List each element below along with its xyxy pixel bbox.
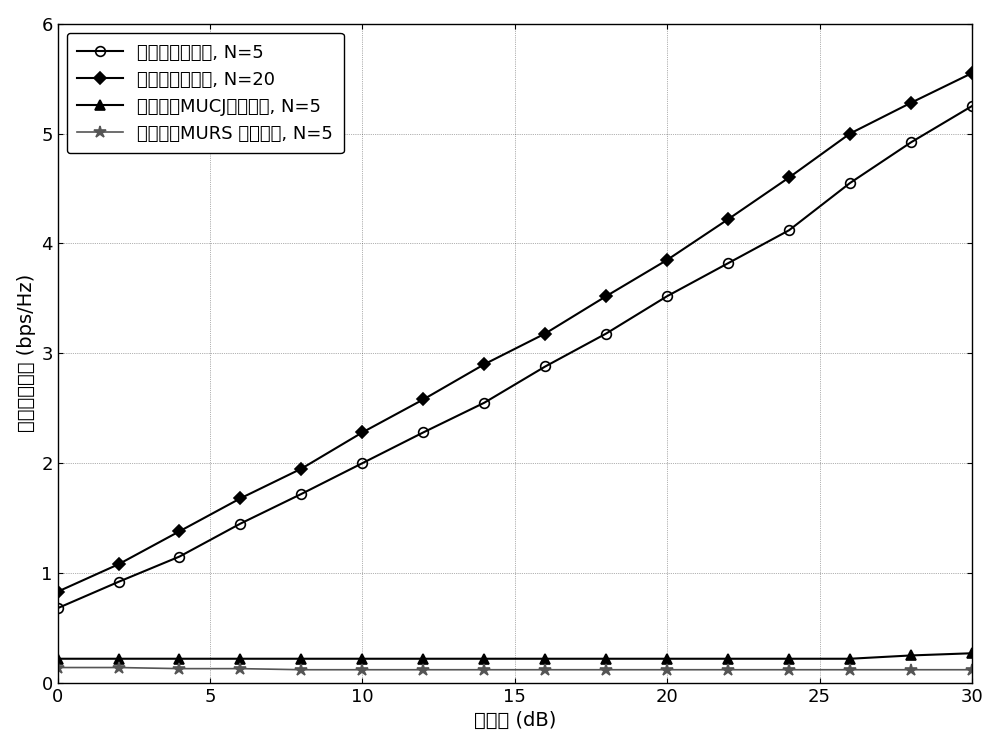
Line: 本发明仿真结果, N=20: 本发明仿真结果, N=20 [53, 69, 976, 596]
基准方案MUCJ仿真结果, N=5 [295, 654, 307, 663]
基准方案MURS 仿真结果, N=5 [844, 666, 856, 675]
基准方案MURS 仿真结果, N=5 [661, 666, 673, 675]
基准方案MUCJ仿真结果, N=5 [113, 654, 125, 663]
Line: 本发明仿真结果, N=5: 本发明仿真结果, N=5 [53, 101, 977, 613]
本发明仿真结果, N=20 [844, 129, 856, 138]
本发明仿真结果, N=5 [661, 291, 673, 300]
本发明仿真结果, N=20 [661, 255, 673, 264]
基准方案MURS 仿真结果, N=5 [966, 666, 978, 675]
本发明仿真结果, N=5 [539, 362, 551, 371]
基准方案MURS 仿真结果, N=5 [600, 666, 612, 675]
基准方案MURS 仿真结果, N=5 [113, 663, 125, 672]
基准方案MURS 仿真结果, N=5 [234, 664, 246, 673]
基准方案MUCJ仿真结果, N=5 [722, 654, 734, 663]
本发明仿真结果, N=20 [113, 560, 125, 568]
本发明仿真结果, N=5 [783, 226, 795, 235]
本发明仿真结果, N=5 [113, 577, 125, 586]
本发明仿真结果, N=20 [173, 527, 185, 536]
本发明仿真结果, N=5 [295, 489, 307, 498]
基准方案MURS 仿真结果, N=5 [722, 666, 734, 675]
本发明仿真结果, N=20 [295, 464, 307, 473]
基准方案MURS 仿真结果, N=5 [417, 666, 429, 675]
基准方案MURS 仿真结果, N=5 [173, 664, 185, 673]
基准方案MUCJ仿真结果, N=5 [600, 654, 612, 663]
基准方案MURS 仿真结果, N=5 [52, 663, 64, 672]
Legend: 本发明仿真结果, N=5, 本发明仿真结果, N=20, 基准方案MUCJ仿真结果, N=5, 基准方案MURS 仿真结果, N=5: 本发明仿真结果, N=5, 本发明仿真结果, N=20, 基准方案MUCJ仿真结… [67, 33, 344, 153]
本发明仿真结果, N=5 [600, 329, 612, 338]
基准方案MUCJ仿真结果, N=5 [661, 654, 673, 663]
本发明仿真结果, N=5 [966, 102, 978, 111]
本发明仿真结果, N=5 [52, 604, 64, 613]
本发明仿真结果, N=20 [539, 329, 551, 338]
本发明仿真结果, N=5 [234, 519, 246, 528]
基准方案MUCJ仿真结果, N=5 [52, 654, 64, 663]
基准方案MUCJ仿真结果, N=5 [783, 654, 795, 663]
本发明仿真结果, N=20 [783, 173, 795, 182]
Line: 基准方案MUCJ仿真结果, N=5: 基准方案MUCJ仿真结果, N=5 [53, 648, 977, 663]
本发明仿真结果, N=5 [905, 138, 917, 147]
基准方案MUCJ仿真结果, N=5 [356, 654, 368, 663]
基准方案MUCJ仿真结果, N=5 [234, 654, 246, 663]
基准方案MURS 仿真结果, N=5 [905, 666, 917, 675]
本发明仿真结果, N=5 [478, 398, 490, 407]
本发明仿真结果, N=20 [722, 214, 734, 223]
本发明仿真结果, N=5 [173, 552, 185, 561]
本发明仿真结果, N=5 [356, 459, 368, 468]
本发明仿真结果, N=20 [234, 494, 246, 503]
基准方案MURS 仿真结果, N=5 [539, 666, 551, 675]
本发明仿真结果, N=20 [417, 395, 429, 404]
本发明仿真结果, N=20 [52, 587, 64, 596]
本发明仿真结果, N=5 [417, 428, 429, 437]
X-axis label: 信噪比 (dB): 信噪比 (dB) [474, 711, 556, 731]
本发明仿真结果, N=20 [478, 360, 490, 369]
基准方案MUCJ仿真结果, N=5 [966, 648, 978, 657]
基准方案MUCJ仿真结果, N=5 [173, 654, 185, 663]
本发明仿真结果, N=5 [722, 258, 734, 267]
Y-axis label: 可达私密速率 (bps/Hz): 可达私密速率 (bps/Hz) [17, 274, 36, 433]
Line: 基准方案MURS 仿真结果, N=5: 基准方案MURS 仿真结果, N=5 [51, 661, 978, 676]
基准方案MUCJ仿真结果, N=5 [905, 651, 917, 660]
基准方案MURS 仿真结果, N=5 [478, 666, 490, 675]
本发明仿真结果, N=5 [844, 179, 856, 187]
基准方案MUCJ仿真结果, N=5 [539, 654, 551, 663]
基准方案MURS 仿真结果, N=5 [783, 666, 795, 675]
基准方案MUCJ仿真结果, N=5 [417, 654, 429, 663]
本发明仿真结果, N=20 [966, 69, 978, 78]
基准方案MURS 仿真结果, N=5 [295, 666, 307, 675]
基准方案MUCJ仿真结果, N=5 [478, 654, 490, 663]
本发明仿真结果, N=20 [905, 99, 917, 108]
本发明仿真结果, N=20 [356, 428, 368, 437]
基准方案MURS 仿真结果, N=5 [356, 666, 368, 675]
本发明仿真结果, N=20 [600, 291, 612, 300]
基准方案MUCJ仿真结果, N=5 [844, 654, 856, 663]
